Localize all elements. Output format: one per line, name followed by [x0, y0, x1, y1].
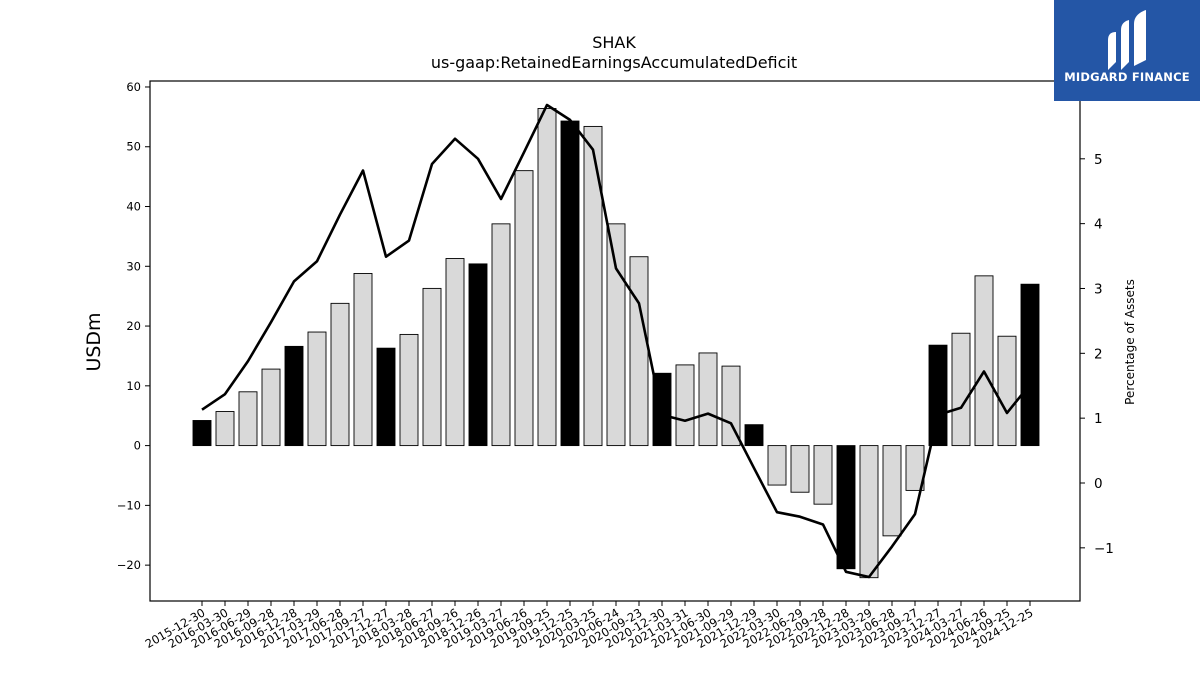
y-tick-label: 0 [134, 439, 141, 453]
bar [974, 275, 994, 447]
y-tick-label: 60 [126, 80, 141, 94]
bar [813, 445, 833, 505]
y2-tick-label: 5 [1094, 152, 1103, 168]
y-tick-label: 30 [126, 259, 141, 273]
left-axis: −20 −10 0 10 20 30 40 50 60 [117, 80, 150, 572]
bar [836, 445, 856, 570]
plot-frame [149, 80, 1081, 602]
bar [445, 258, 465, 447]
bar [192, 420, 212, 447]
right-axis: −1 0 1 2 3 4 5 [1080, 152, 1114, 557]
bar [238, 391, 258, 447]
y2-tick-label: 1 [1094, 411, 1103, 427]
y-tick-label: −10 [117, 498, 141, 512]
bar [376, 347, 396, 447]
bar [882, 445, 902, 537]
bar-series [192, 108, 1040, 579]
bar [537, 108, 557, 447]
y2-tick-label: 3 [1094, 281, 1103, 297]
x-axis: 2015-12-302016-03-302016-06-292016-09-28… [143, 601, 1036, 651]
bar [859, 445, 879, 579]
bar [215, 411, 235, 447]
y-tick-label: −20 [117, 558, 141, 572]
bar [767, 445, 787, 486]
bar [514, 170, 534, 447]
y2-axis-label: Percentage of Assets [1123, 279, 1137, 405]
bar [583, 125, 603, 447]
y2-tick-label: 2 [1094, 346, 1103, 362]
y2-tick-label: −1 [1094, 541, 1114, 557]
y2-tick-label: 4 [1094, 217, 1103, 233]
bar [629, 256, 649, 447]
y-axis-label: USDm [83, 312, 105, 371]
bar [330, 302, 350, 447]
y-tick-label: 20 [126, 319, 141, 333]
bar [698, 352, 718, 447]
line-series [201, 103, 1032, 579]
bar [928, 344, 948, 447]
bar [997, 335, 1017, 447]
y-tick-label: 50 [126, 140, 141, 154]
bar [468, 263, 488, 447]
y-tick-label: 40 [126, 200, 141, 214]
bar [307, 331, 327, 447]
bar [606, 223, 626, 447]
bar [353, 273, 373, 447]
bar [261, 368, 281, 447]
bar [721, 365, 741, 447]
bar [790, 445, 810, 493]
chart-subtitle: us-gaap:RetainedEarningsAccumulatedDefic… [431, 53, 797, 72]
bar [905, 445, 925, 491]
percentage-line [201, 103, 1032, 579]
y2-tick-label: 0 [1094, 476, 1103, 492]
bar [491, 223, 511, 447]
brand-logo: MIDGARD FINANCE [1054, 0, 1200, 101]
bar [560, 120, 580, 447]
bar [399, 333, 419, 447]
midgard-logo-icon [1108, 10, 1146, 70]
bar [1020, 283, 1040, 447]
bar [675, 364, 695, 447]
y-tick-label: 10 [126, 379, 141, 393]
bar [284, 345, 304, 447]
brand-name: MIDGARD FINANCE [1064, 70, 1190, 84]
chart-title: SHAK [592, 33, 636, 52]
bar [422, 287, 442, 447]
bar [744, 424, 764, 447]
bar [951, 332, 971, 447]
